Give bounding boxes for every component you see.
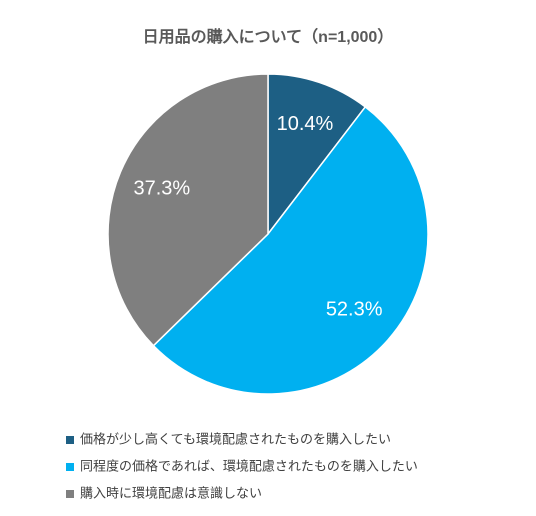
legend-swatch bbox=[66, 490, 74, 498]
pie-slice bbox=[107, 73, 269, 347]
legend-swatch bbox=[66, 463, 74, 471]
value-label: 52.3% bbox=[326, 299, 383, 321]
value-label: 37.3% bbox=[133, 178, 190, 200]
chart-title: 日用品の購入について（n=1,000） bbox=[143, 28, 394, 46]
pie-slice bbox=[152, 105, 429, 395]
value-label: 10.4% bbox=[277, 113, 334, 135]
pie-slice bbox=[267, 73, 367, 237]
legend-label: 購入時に環境配慮は意識しない bbox=[80, 485, 262, 500]
legend-label: 同程度の価格であれば、環境配慮されたものを購入したい bbox=[80, 458, 418, 473]
legend-label: 価格が少し高くても環境配慮されたものを購入したい bbox=[80, 431, 391, 446]
legend-swatch bbox=[66, 436, 74, 444]
